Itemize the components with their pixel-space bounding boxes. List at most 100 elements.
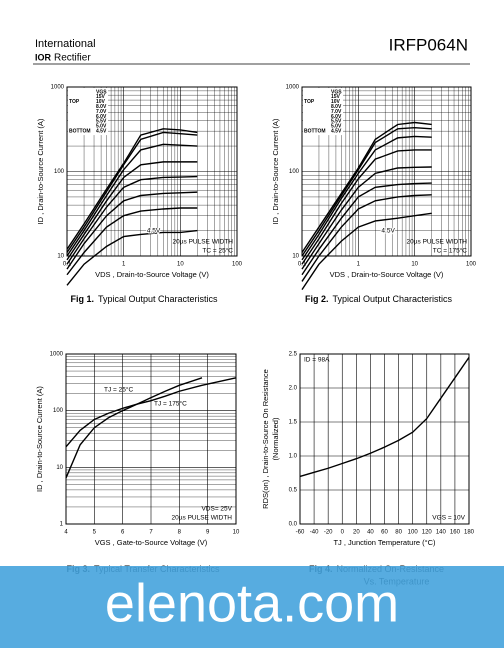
company-name: International — [35, 38, 96, 50]
watermark: elenota.com — [105, 573, 399, 633]
watermark-band — [0, 566, 504, 648]
legend-entry: 7.0V — [96, 109, 107, 115]
legend-entry: 4.5V — [96, 129, 107, 135]
y-tick-label: 0.0 — [289, 522, 298, 528]
y-tick-label: 2.5 — [289, 352, 298, 358]
legend-title: VGS — [96, 89, 107, 95]
curve — [301, 212, 432, 291]
legend-entry: 15V — [96, 94, 106, 100]
x-tick-label: 4 — [64, 530, 68, 536]
curve — [66, 128, 198, 250]
x-tick-label: 40 — [367, 530, 374, 536]
x-axis-label: VGS , Gate-to-Source Voltage (V) — [95, 538, 208, 547]
part-number: IRFP064N — [389, 35, 468, 54]
legend-entry: 6.0V — [331, 114, 342, 120]
x-tick-label: 100 — [232, 262, 243, 268]
annotation: VDS= 25V — [201, 506, 232, 513]
plot-frame — [66, 86, 238, 257]
x-tick-label: 10 — [411, 262, 418, 268]
figure-caption: Fig 1. Typical Output Characteristics — [70, 294, 218, 304]
legend-box — [303, 88, 343, 136]
y-axis-label: (Normalized) — [271, 417, 280, 460]
y-axis-label: ID , Drain-to-Source Current (A) — [36, 118, 45, 224]
caption-text: Typical Output Characteristics — [332, 294, 452, 304]
y-tick-label: 100 — [289, 169, 300, 175]
y-tick-label: 2.0 — [289, 386, 298, 392]
x-tick-label: -40 — [310, 530, 319, 536]
legend-entry: 5.0V — [331, 124, 342, 130]
plot-frame — [65, 353, 237, 525]
curve — [301, 135, 432, 261]
plot-frame — [299, 353, 470, 525]
x-axis-label: VDS , Drain-to-Source Voltage (V) — [95, 270, 209, 279]
x-tick-label: 5 — [93, 530, 97, 536]
x-tick-label: 20 — [353, 530, 360, 536]
x-tick-label: 80 — [395, 530, 402, 536]
annotation: VGS = 10V — [432, 515, 465, 522]
x-axis-label: VDS , Drain-to-Source Voltage (V) — [330, 270, 444, 279]
annotation: 4.5V — [381, 228, 395, 235]
legend-entry: 5.5V — [331, 119, 342, 125]
legend-entry: 5.5V — [96, 119, 107, 125]
legend-entry: 5.0V — [96, 124, 107, 130]
curve — [66, 175, 198, 265]
legend-entry: 10V — [331, 99, 341, 105]
legend-entry: 4.5V — [331, 129, 342, 135]
curve — [301, 166, 432, 270]
legend-box — [68, 88, 108, 136]
annotation: 4.5V — [147, 228, 161, 235]
x-tick-label: 120 — [422, 530, 433, 536]
x-tick-label: 160 — [450, 530, 461, 536]
legend-top: TOP — [69, 99, 80, 105]
curve — [65, 377, 203, 479]
x-tick-label: 9 — [206, 530, 210, 536]
legend-entry: 15V — [331, 94, 341, 100]
annotation: TC = 25°C — [202, 247, 233, 255]
plot-frame — [301, 86, 472, 257]
x-tick-label: 1 — [357, 262, 361, 268]
legend-entry: 7.0V — [331, 109, 342, 115]
y-tick-label: 10 — [57, 254, 64, 260]
y-tick-label: 1.0 — [289, 454, 298, 460]
curve — [299, 357, 470, 478]
y-axis-label: RDS(on) , Drain-to-Source On Resistance — [261, 369, 270, 509]
y-tick-label: 10 — [292, 254, 299, 260]
x-tick-label: 10 — [233, 530, 240, 536]
curve — [65, 377, 237, 448]
legend-top: TOP — [304, 99, 315, 105]
y-tick-label: 1000 — [286, 85, 300, 91]
x-tick-label: 180 — [464, 530, 475, 536]
curve — [66, 161, 198, 261]
x-tick-label: 100 — [408, 530, 419, 536]
company-name: Rectifier — [54, 53, 91, 64]
x-tick-label: -60 — [296, 530, 305, 536]
caption-label: Fig 2. — [305, 294, 329, 304]
y-tick-label: 1000 — [51, 85, 65, 91]
legend-entry: 8.0V — [331, 104, 342, 110]
y-tick-label: 100 — [53, 408, 64, 414]
series-label: TJ = 25°C — [104, 386, 133, 394]
x-tick-label: 140 — [436, 530, 447, 536]
x-tick-label: 10 — [177, 262, 184, 268]
legend-title: VGS — [331, 89, 342, 95]
annotation: 20µs PULSE WIDTH — [173, 239, 234, 246]
legend-entry: 6.0V — [96, 114, 107, 120]
y-tick-label: 10 — [56, 465, 63, 471]
x-tick-label: 0 — [341, 530, 345, 536]
y-tick-label: 1.5 — [289, 420, 298, 426]
legend-bottom: BOTTOM — [69, 129, 91, 135]
x-tick-label: -20 — [324, 530, 333, 536]
curve — [66, 131, 198, 253]
x-tick-label: 6 — [121, 530, 125, 536]
y-axis-label: ID , Drain-to-Source Current (A) — [271, 118, 280, 224]
x-tick-label: 0.1 — [298, 262, 307, 268]
company-logo: IOR — [35, 52, 52, 62]
caption-text: Typical Output Characteristics — [98, 294, 218, 304]
curve — [301, 126, 432, 257]
series-label: TJ = 175°C — [154, 400, 187, 408]
curve — [301, 121, 432, 253]
curve — [66, 229, 198, 286]
y-tick-label: 100 — [54, 169, 65, 175]
annotation: 20µs PULSE WIDTH — [172, 515, 233, 522]
